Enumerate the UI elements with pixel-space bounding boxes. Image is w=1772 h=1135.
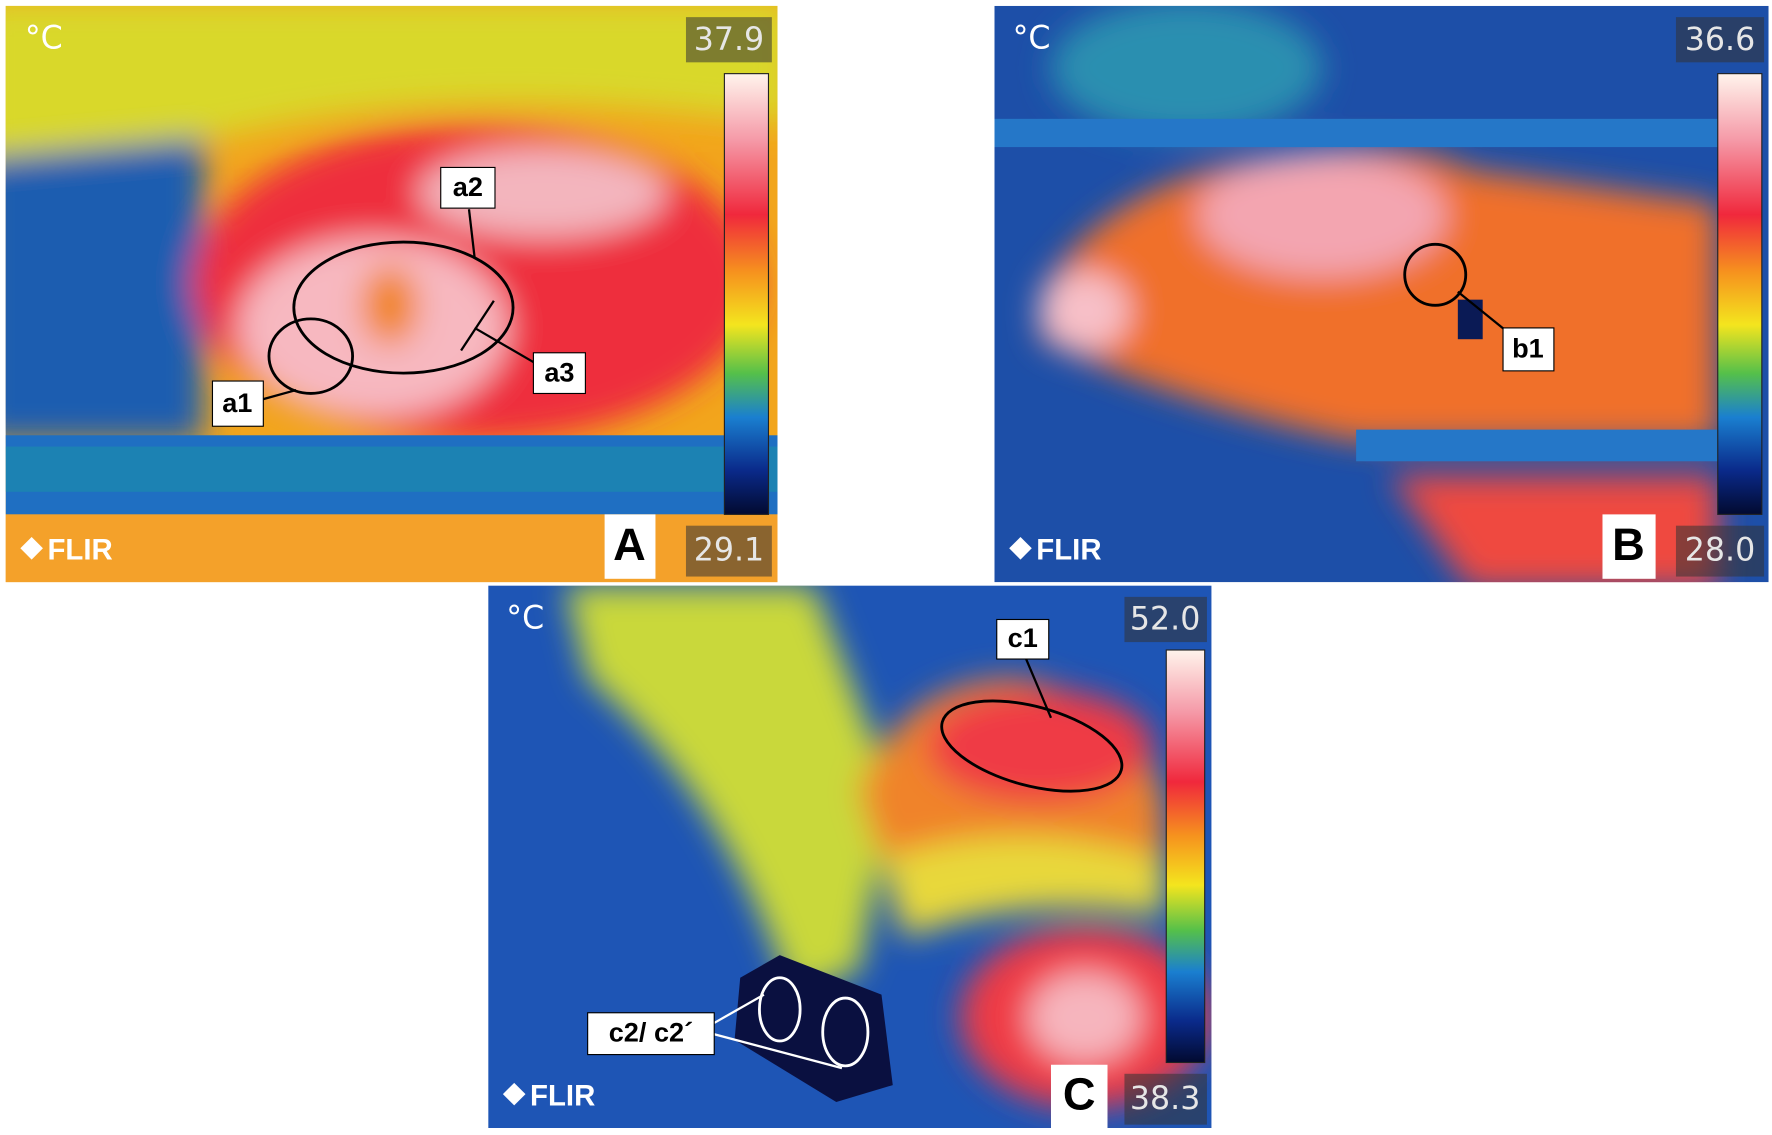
brand: FLIR [47,533,112,566]
unit: °C [506,600,544,636]
panel-letter: C [1063,1068,1096,1119]
panel-letter: B [1612,519,1645,570]
scale-min: 38.3 [1130,1081,1200,1117]
brand: FLIR [530,1079,595,1112]
panel-c: °C 52.0 38.3 FLIR c1 c2/ c2´ C [488,585,1212,1129]
unit: °C [25,21,63,57]
annotation: b1 [1512,333,1544,364]
annotation: a2 [453,171,483,202]
brand: FLIR [1036,533,1101,566]
annotation: a1 [222,387,252,418]
scale-max: 36.6 [1685,22,1755,58]
scale-min: 28.0 [1685,533,1755,569]
annotation: a3 [544,356,574,387]
annotation: c1 [1008,622,1038,653]
panel-letter: A [613,519,646,570]
scale-min: 29.1 [694,533,764,569]
annotation: c2/ c2´ [609,1016,693,1047]
scale-max: 37.9 [694,22,764,58]
panel-a: °C 37.9 29.1 FLIR a2 a3 a1 A [5,5,778,583]
unit: °C [1013,21,1051,57]
panel-b: °C 36.6 28.0 FLIR b1 B [994,5,1769,583]
scale-max: 52.0 [1130,602,1200,638]
